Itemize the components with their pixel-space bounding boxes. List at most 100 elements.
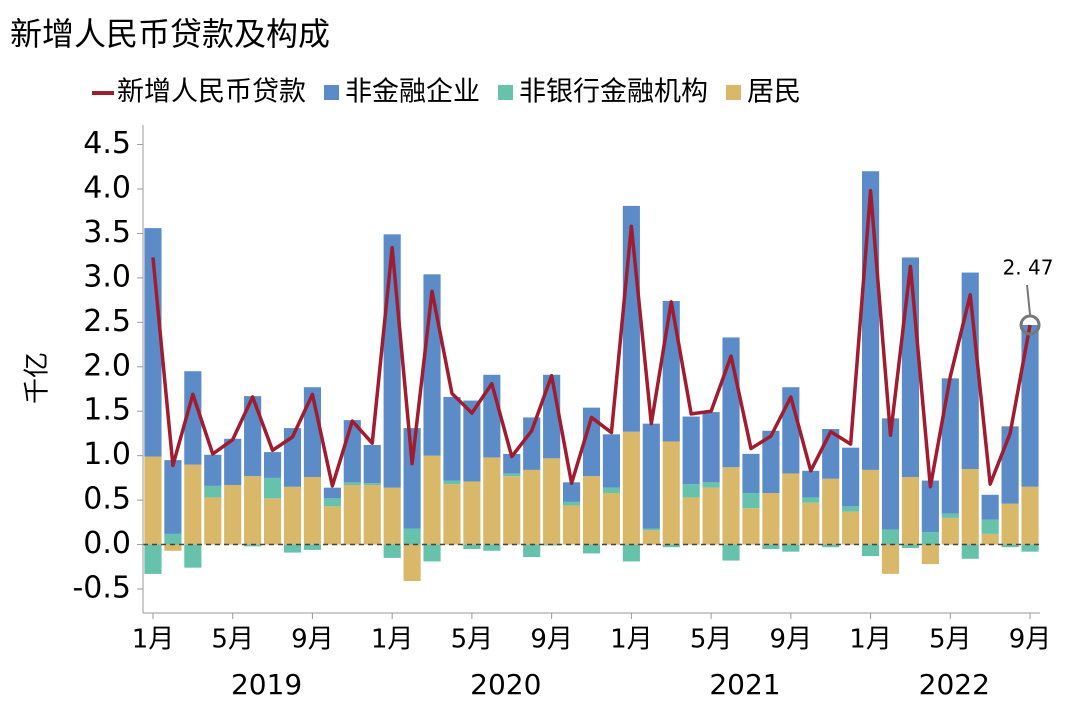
bar (483, 457, 501, 545)
bar (742, 493, 760, 509)
bar (463, 400, 481, 482)
bar (941, 378, 959, 514)
bar (722, 544, 740, 561)
bar (921, 544, 939, 565)
bar (244, 544, 262, 547)
line (151, 189, 1032, 489)
x-tick-label: 5月 (690, 625, 733, 655)
bar (881, 544, 900, 574)
bar (802, 502, 820, 545)
legend-swatch (324, 85, 339, 100)
legend-swatch (498, 85, 513, 100)
annotation-leader (1026, 284, 1032, 316)
bar (822, 544, 840, 548)
x-tick-label: 1月 (132, 625, 175, 655)
bar (403, 428, 421, 529)
bar (164, 544, 182, 551)
legend-label: 新增人民币贷款 (117, 77, 306, 108)
bar (622, 431, 640, 545)
y-tick-label: 0.5 (83, 482, 131, 517)
bar (164, 533, 182, 545)
highlight-marker (1019, 314, 1041, 336)
bar (941, 513, 959, 518)
bar (1021, 325, 1039, 487)
y-tick-label: -0.5 (72, 571, 131, 606)
bar (782, 544, 800, 552)
x-tick-label: 9月 (291, 625, 334, 655)
bar (842, 511, 860, 545)
y-tick-label: 3.5 (83, 215, 131, 250)
bar (403, 544, 421, 581)
y-axis-label: 千亿 (23, 352, 53, 404)
x-tick-label: 5月 (211, 625, 254, 655)
bar (263, 452, 282, 478)
x-tick-label: 9月 (1009, 625, 1052, 655)
bar (901, 257, 920, 477)
chart-title: 新增人民币贷款及构成 (10, 15, 330, 53)
bar (702, 487, 720, 545)
bar (742, 508, 760, 545)
bar (742, 453, 760, 493)
y-tick-label: 4.5 (83, 126, 131, 161)
bar (981, 494, 999, 520)
bar (283, 544, 302, 553)
bar (543, 458, 561, 545)
bar (762, 493, 780, 545)
bar (941, 517, 959, 545)
legend-label: 居民 (747, 77, 801, 108)
bar (1021, 544, 1039, 552)
bar (443, 484, 461, 545)
x-tick-label: 1月 (610, 625, 653, 655)
bar (602, 434, 621, 488)
bar (283, 428, 302, 487)
bar (463, 481, 481, 545)
bar (303, 477, 322, 545)
bar (363, 483, 381, 485)
bar (523, 469, 541, 545)
bar (861, 171, 880, 470)
bar (1001, 503, 1019, 545)
bar (523, 544, 541, 557)
bar (363, 445, 381, 484)
bar (263, 498, 282, 545)
bar (443, 397, 461, 481)
bar (184, 371, 202, 465)
bar (762, 544, 780, 549)
bar (921, 480, 939, 533)
bar (961, 469, 979, 545)
bar (901, 544, 920, 549)
annotation: 2. 47 (1003, 256, 1054, 280)
bar (244, 396, 262, 477)
legend-label: 非银行金融机构 (519, 77, 708, 108)
bar (323, 498, 341, 507)
bar (842, 447, 860, 507)
bar (642, 423, 660, 529)
bar (403, 528, 421, 545)
x-group-label: 2020 (470, 668, 541, 701)
x-group-label: 2019 (231, 668, 302, 701)
bar (1021, 486, 1039, 545)
bar (562, 505, 581, 545)
x-group-label: 2021 (709, 668, 780, 701)
bar (702, 482, 720, 488)
bar (343, 482, 361, 485)
x-tick-label: 9月 (530, 625, 573, 655)
bar (662, 301, 680, 442)
bar (503, 476, 521, 545)
bar (642, 528, 660, 531)
y-tick-label: 4.0 (83, 171, 131, 206)
legend-label: 非金融企业 (345, 77, 480, 108)
bar (802, 497, 820, 503)
bar (184, 464, 202, 545)
bar (602, 487, 621, 493)
bar (283, 486, 302, 545)
bar (443, 480, 461, 485)
bar (682, 484, 700, 498)
bar (144, 544, 162, 574)
bar (204, 497, 222, 545)
x-tick-label: 9月 (770, 625, 813, 655)
bar (702, 412, 720, 483)
bar (682, 497, 700, 545)
bar (383, 544, 401, 558)
bar (204, 485, 222, 498)
